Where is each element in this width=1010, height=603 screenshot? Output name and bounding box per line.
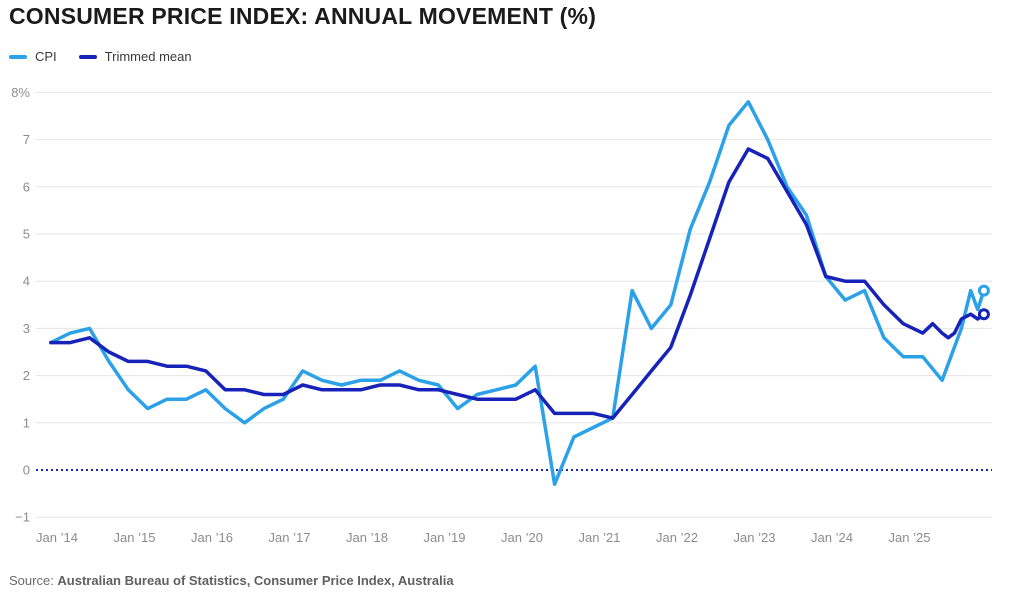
x-tick-label: Jan ’18	[346, 530, 388, 545]
y-tick-label: 0	[23, 463, 30, 478]
x-tick-label: Jan ’20	[501, 530, 543, 545]
y-tick-label: 2	[23, 368, 30, 383]
y-tick-label: 4	[23, 274, 30, 289]
legend-item-trimmed-mean: Trimmed mean	[78, 49, 192, 64]
trimmed-mean-latest-marker	[977, 308, 990, 321]
y-tick-label: −1	[15, 510, 30, 525]
x-tick-label: Jan ’16	[191, 530, 233, 545]
y-tick-label: 5	[23, 227, 30, 242]
trimmed-mean-legend-swatch-icon	[78, 54, 97, 59]
y-tick-label: 3	[23, 321, 30, 336]
chart-title: CONSUMER PRICE INDEX: ANNUAL MOVEMENT (%…	[9, 3, 597, 29]
y-tick-label: 1	[23, 415, 30, 430]
trimmed-mean-legend-label: Trimmed mean	[104, 49, 192, 64]
y-tick-label: 6	[23, 179, 30, 194]
x-tick-label: Jan ’24	[811, 530, 853, 545]
cpi-latest-marker	[977, 284, 990, 297]
x-tick-label: Jan ’19	[424, 530, 466, 545]
cpi-line	[49, 100, 986, 486]
legend-item-cpi: CPI	[9, 49, 57, 64]
source-attribution: Source: Australian Bureau of Statistics,…	[9, 573, 454, 588]
x-tick-label: Jan ’23	[734, 530, 776, 545]
x-tick-label: Jan ’21	[579, 530, 621, 545]
legend: CPI Trimmed mean	[9, 49, 192, 64]
x-tick-label: Jan ’14	[36, 530, 78, 545]
trimmed-mean-line	[49, 147, 986, 420]
y-tick-label: 7	[23, 132, 30, 147]
cpi-legend-label: CPI	[35, 49, 57, 64]
x-tick-label: Jan ’17	[269, 530, 311, 545]
x-tick-label: Jan ’25	[889, 530, 931, 545]
source-prefix: Source:	[9, 573, 58, 588]
x-tick-label: Jan ’22	[656, 530, 698, 545]
cpi-legend-swatch-icon	[9, 54, 27, 59]
source-text: Australian Bureau of Statistics, Consume…	[57, 573, 454, 588]
y-tick-label: 8%	[11, 85, 30, 100]
x-tick-label: Jan ’15	[114, 530, 156, 545]
